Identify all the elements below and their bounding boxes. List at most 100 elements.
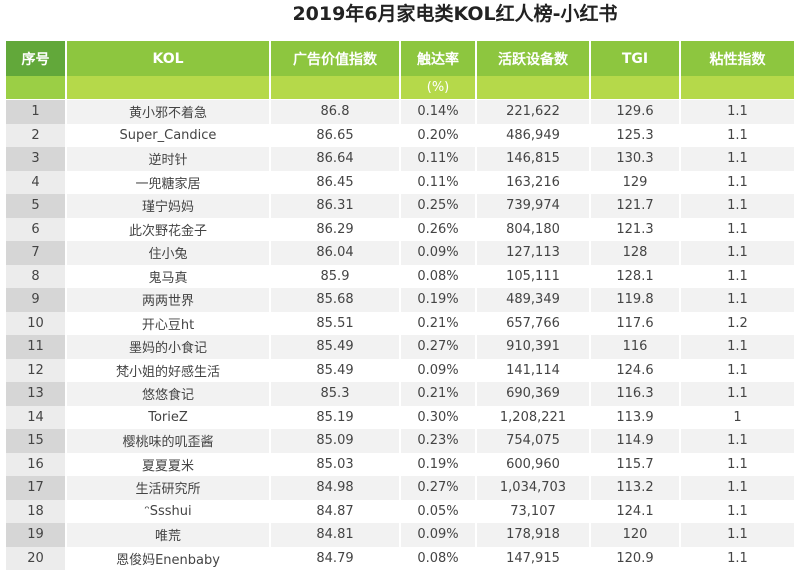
cell-active-devices: 804,180 [476, 217, 591, 241]
cell-kol: 瑾宁妈妈 [66, 194, 271, 218]
table-row: 3 逆时针 86.64 0.11% 146,815 130.3 1.1 [6, 147, 796, 171]
cell-active-devices: 486,949 [476, 123, 591, 147]
cell-ad-value-index: 84.79 [270, 546, 401, 570]
table-row: 5 瑾宁妈妈 86.31 0.25% 739,974 121.7 1.1 [6, 194, 796, 218]
cell-kol: 此次野花金子 [66, 217, 271, 241]
cell-stickiness-index: 1.1 [680, 335, 796, 359]
cell-kol: 墨妈的小食记 [66, 335, 271, 359]
cell-reach-rate: 0.21% [400, 311, 477, 335]
cell-ad-value-index: 86.45 [270, 170, 401, 194]
cell-active-devices: 1,034,703 [476, 476, 591, 500]
cell-stickiness-index: 1.1 [680, 288, 796, 312]
cell-active-devices: 127,113 [476, 241, 591, 265]
cell-kol: 唯荒 [66, 523, 271, 547]
cell-rank: 18 [6, 499, 67, 523]
cell-active-devices: 105,111 [476, 264, 591, 288]
cell-kol: 夏夏夏米 [66, 452, 271, 476]
cell-ad-value-index: 85.49 [270, 335, 401, 359]
cell-stickiness-index: 1 [680, 405, 796, 429]
cell-kol: 住小兔 [66, 241, 271, 265]
cell-reach-rate: 0.09% [400, 241, 477, 265]
cell-reach-rate: 0.09% [400, 523, 477, 547]
cell-active-devices: 1,208,221 [476, 405, 591, 429]
cell-active-devices: 754,075 [476, 429, 591, 453]
table-row: 1 黄小邪不着急 86.8 0.14% 221,622 129.6 1.1 [6, 99, 796, 124]
cell-rank: 16 [6, 452, 67, 476]
table-row: 9 两两世界 85.68 0.19% 489,349 119.8 1.1 [6, 288, 796, 312]
cell-rank: 14 [6, 405, 67, 429]
cell-tgi: 124.1 [590, 499, 681, 523]
cell-reach-rate: 0.30% [400, 405, 477, 429]
table-row: 17 生活研究所 84.98 0.27% 1,034,703 113.2 1.1 [6, 476, 796, 500]
cell-reach-rate: 0.11% [400, 147, 477, 171]
cell-active-devices: 73,107 [476, 499, 591, 523]
cell-tgi: 130.3 [590, 147, 681, 171]
cell-tgi: 129.6 [590, 99, 681, 124]
cell-tgi: 115.7 [590, 452, 681, 476]
header-row: 序号 KOL 广告价值指数 触达率 活跃设备数 TGI 粘性指数 [6, 41, 796, 76]
cell-stickiness-index: 1.1 [680, 264, 796, 288]
cell-kol: 开心豆ht [66, 311, 271, 335]
cell-kol: 黄小邪不着急 [66, 99, 271, 124]
cell-stickiness-index: 1.1 [680, 382, 796, 406]
table-row: 4 一兜糖家居 86.45 0.11% 163,216 129 1.1 [6, 170, 796, 194]
cell-reach-rate: 0.08% [400, 264, 477, 288]
cell-rank: 3 [6, 147, 67, 171]
cell-stickiness-index: 1.1 [680, 452, 796, 476]
cell-ad-value-index: 84.81 [270, 523, 401, 547]
cell-active-devices: 739,974 [476, 194, 591, 218]
cell-kol: 樱桃味的叽歪酱 [66, 429, 271, 453]
subheader-row: (%) [6, 76, 796, 100]
table-row: 15 樱桃味的叽歪酱 85.09 0.23% 754,075 114.9 1.1 [6, 429, 796, 453]
cell-tgi: 113.9 [590, 405, 681, 429]
cell-active-devices: 657,766 [476, 311, 591, 335]
cell-rank: 5 [6, 194, 67, 218]
cell-ad-value-index: 84.98 [270, 476, 401, 500]
cell-ad-value-index: 85.3 [270, 382, 401, 406]
cell-rank: 1 [6, 99, 67, 124]
cell-active-devices: 147,915 [476, 546, 591, 570]
cell-active-devices: 178,918 [476, 523, 591, 547]
cell-stickiness-index: 1.1 [680, 546, 796, 570]
subheader-cell [6, 76, 67, 100]
cell-ad-value-index: 85.03 [270, 452, 401, 476]
cell-tgi: 121.7 [590, 194, 681, 218]
cell-rank: 6 [6, 217, 67, 241]
cell-reach-rate: 0.05% [400, 499, 477, 523]
cell-tgi: 129 [590, 170, 681, 194]
cell-active-devices: 141,114 [476, 358, 591, 382]
header-kol: KOL [66, 41, 271, 76]
cell-rank: 11 [6, 335, 67, 359]
cell-stickiness-index: 1.1 [680, 499, 796, 523]
cell-reach-rate: 0.11% [400, 170, 477, 194]
table-row: 14 TorieZ 85.19 0.30% 1,208,221 113.9 1 [6, 405, 796, 429]
cell-reach-rate: 0.20% [400, 123, 477, 147]
cell-ad-value-index: 86.64 [270, 147, 401, 171]
cell-stickiness-index: 1.1 [680, 194, 796, 218]
header-tgi: TGI [590, 41, 681, 76]
cell-kol: Super_Candice [66, 123, 271, 147]
table-row: 20 恩俊妈Enenbaby 84.79 0.08% 147,915 120.9 1.1 [6, 546, 796, 570]
cell-stickiness-index: 1.1 [680, 147, 796, 171]
cell-stickiness-index: 1.1 [680, 217, 796, 241]
cell-rank: 13 [6, 382, 67, 406]
cell-reach-rate: 0.25% [400, 194, 477, 218]
cell-stickiness-index: 1.1 [680, 358, 796, 382]
cell-stickiness-index: 1.1 [680, 523, 796, 547]
cell-reach-rate: 0.08% [400, 546, 477, 570]
table-row: 8 鬼马真 85.9 0.08% 105,111 128.1 1.1 [6, 264, 796, 288]
cell-tgi: 116.3 [590, 382, 681, 406]
cell-rank: 4 [6, 170, 67, 194]
cell-ad-value-index: 86.65 [270, 123, 401, 147]
page-title: 2019年6月家电类KOL红人榜-小红书 [292, 3, 618, 25]
subheader-cell [476, 76, 591, 100]
cell-reach-rate: 0.27% [400, 335, 477, 359]
table-row: 2 Super_Candice 86.65 0.20% 486,949 125.3 1.1 [6, 123, 796, 147]
cell-ad-value-index: 84.87 [270, 499, 401, 523]
cell-rank: 15 [6, 429, 67, 453]
cell-ad-value-index: 85.19 [270, 405, 401, 429]
cell-ad-value-index: 85.51 [270, 311, 401, 335]
cell-reach-rate: 0.09% [400, 358, 477, 382]
cell-rank: 2 [6, 123, 67, 147]
cell-reach-rate: 0.21% [400, 382, 477, 406]
